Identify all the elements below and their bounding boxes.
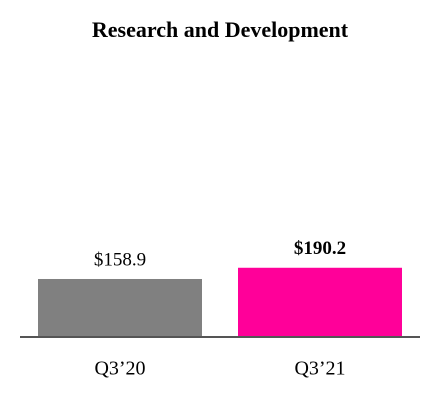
- x-tick-label: Q3’20: [94, 358, 145, 380]
- value-label: $190.2: [294, 238, 346, 259]
- bar: [238, 267, 402, 336]
- value-label: $158.9: [94, 249, 146, 270]
- chart-title: Research and Development: [92, 17, 349, 42]
- x-tick-label: Q3’21: [294, 358, 345, 380]
- bar: [38, 278, 202, 336]
